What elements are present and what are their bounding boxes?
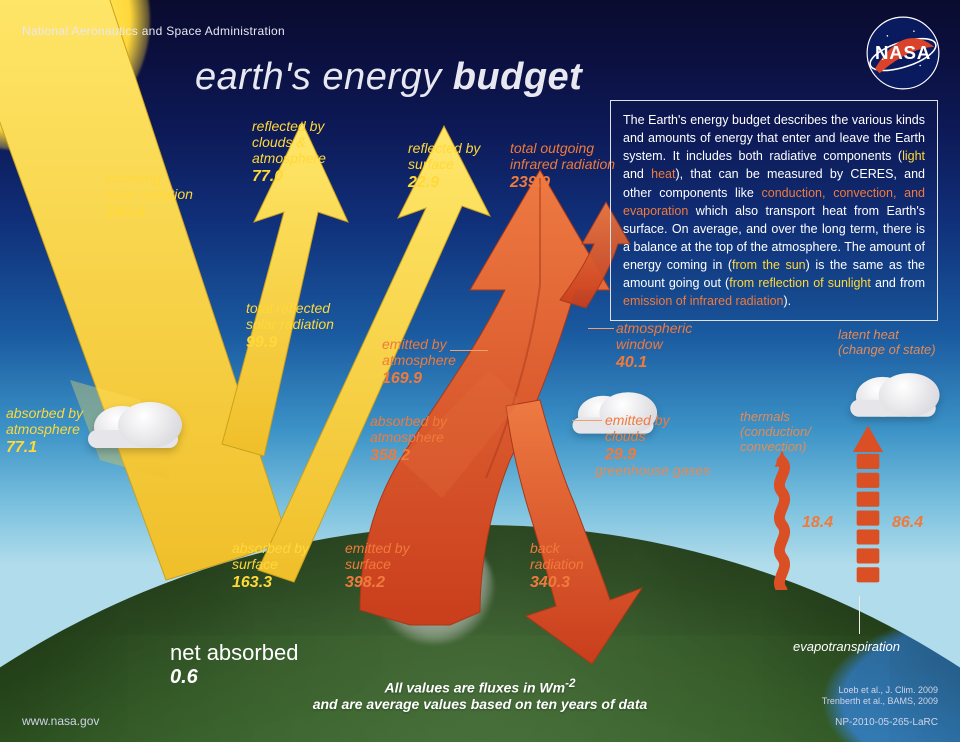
label-evapotranspiration: evapotranspiration bbox=[793, 639, 900, 654]
flux-absorbed-atm-ir: absorbed by atmosphere358.2 bbox=[370, 413, 470, 466]
title-bold: budget bbox=[453, 56, 583, 98]
flux-latent-value: 86.4 bbox=[892, 512, 923, 532]
page-title: earth's energy budget bbox=[195, 56, 582, 99]
leader-evap bbox=[859, 596, 860, 634]
arrow-thermals bbox=[770, 445, 794, 590]
flux-thermals-value: 18.4 bbox=[802, 512, 833, 532]
flux-absorbed-surface: absorbed by surface163.3 bbox=[232, 540, 332, 593]
leader-emitted-clouds bbox=[572, 420, 602, 421]
publication-id: NP-2010-05-265-LaRC bbox=[835, 717, 938, 728]
flux-emitted-surface: emitted by surface398.2 bbox=[345, 540, 435, 593]
flux-emitted-atm: emitted by atmosphere169.9 bbox=[382, 336, 482, 389]
infographic-stage: National Aeronautics and Space Administr… bbox=[0, 0, 960, 742]
title-prefix: earth's energy bbox=[195, 56, 453, 98]
svg-text:NASA: NASA bbox=[875, 42, 931, 63]
description-box: The Earth's energy budget describes the … bbox=[610, 100, 938, 321]
credits: Loeb et al., J. Clim. 2009Trenberth et a… bbox=[822, 685, 938, 708]
flux-atm-window: atmospheric window40.1 bbox=[616, 320, 716, 373]
flux-reflected-surface: reflected by surface22.9 bbox=[408, 140, 498, 193]
footnote: All values are fluxes in Wm-2 and are av… bbox=[0, 677, 960, 712]
flux-reflected-clouds: reflected by clouds & atmosphere77.0 bbox=[252, 118, 362, 187]
leader-atm-window bbox=[588, 328, 614, 329]
label-greenhouse-gases: greenhouse gases bbox=[595, 462, 710, 478]
flux-absorbed-atm: absorbed by atmosphere77.1 bbox=[6, 405, 106, 458]
flux-emitted-clouds: emitted by clouds29.9 bbox=[605, 412, 695, 465]
flux-back-radiation: back radiation340.3 bbox=[530, 540, 610, 593]
arrow-latent-heat bbox=[852, 418, 884, 588]
flux-incoming-solar: incoming solar radiation340.4 bbox=[105, 170, 195, 223]
label-latent: latent heat (change of state) bbox=[838, 328, 948, 358]
nasa-logo: NASA bbox=[864, 14, 942, 92]
agency-name: National Aeronautics and Space Administr… bbox=[22, 24, 285, 38]
label-thermals: thermals (conduction/ convection) bbox=[740, 410, 840, 455]
flux-total-reflected: total reflected solar radiation99.9 bbox=[246, 300, 356, 353]
url: www.nasa.gov bbox=[22, 714, 99, 728]
